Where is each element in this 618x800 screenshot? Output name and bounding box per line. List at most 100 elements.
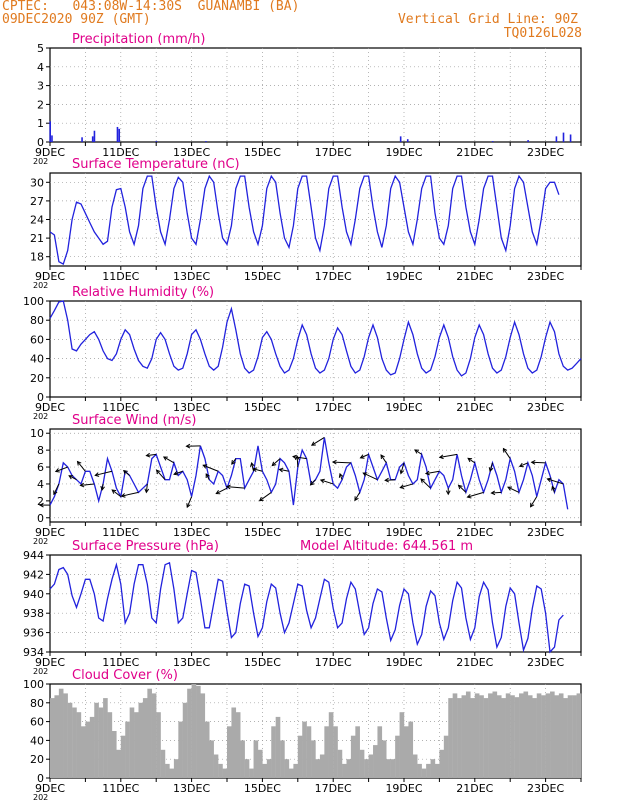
x-year-stub: 202 [33, 667, 48, 676]
cloud-bar [337, 749, 343, 778]
wind-arrow-head [94, 472, 100, 477]
wind-arrow-head [466, 493, 472, 499]
panel-title-rh: Relative Humidity (%) [72, 285, 214, 300]
wind-arrow-head [380, 454, 385, 460]
x-tick-label: 13DEC [173, 401, 210, 414]
cloud-bar [536, 693, 542, 778]
y-tick-label: 4 [37, 478, 44, 491]
x-tick-label: 13DEC [173, 782, 210, 795]
wind-arrow-head [292, 454, 297, 460]
cloud-bar [319, 754, 325, 778]
x-tick-label: 21DEC [456, 526, 493, 539]
cloud-bar [443, 735, 449, 778]
wind-arrow-head [414, 449, 420, 454]
series-line-rh [49, 300, 582, 377]
y-tick-label: 934 [23, 646, 44, 659]
model-label: TQ0126L028 [503, 26, 582, 41]
cloud-bar [85, 721, 91, 778]
x-tick-label: 19DEC [385, 401, 422, 414]
cloud-bar [191, 684, 197, 778]
y-tick-label: 100 [23, 295, 44, 308]
cloud-bar [151, 693, 157, 778]
wind-arrow-head [457, 484, 463, 490]
cloud-bar [235, 712, 241, 778]
wind-arrow-head [231, 460, 236, 465]
x-tick-label: 17DEC [315, 270, 352, 283]
wind-arrow-head [144, 488, 150, 494]
cloud-bar [563, 698, 568, 778]
y-tick-label: 5 [37, 42, 44, 55]
y-tick-label: 8 [37, 444, 44, 457]
y-tick-label: 3 [37, 80, 44, 93]
y-tick-label: 942 [23, 568, 44, 581]
x-tick-label: 17DEC [315, 146, 352, 159]
panel-frame-precip [49, 47, 582, 143]
cloud-bar [541, 695, 546, 778]
cloud-bar [200, 693, 206, 778]
cloud-bar [390, 759, 396, 778]
wind-arrow-shaft [231, 458, 237, 465]
x-tick-label: 19DEC [385, 526, 422, 539]
precip-bar [91, 136, 94, 142]
wind-arrow-head [445, 490, 451, 496]
x-tick-label: 19DEC [385, 146, 422, 159]
panel-title-temp: Surface Temperature (nC) [72, 157, 240, 172]
cloud-bar [350, 735, 356, 778]
y-tick-label: 27 [30, 195, 44, 208]
wind-arrow-shaft [420, 478, 431, 489]
wind-arrow-head [546, 477, 552, 483]
x-tick-label: 15DEC [244, 401, 281, 414]
y-tick-label: 0 [37, 391, 44, 404]
x-tick-label: 23DEC [527, 146, 564, 159]
y-tick-label: 936 [23, 627, 44, 640]
cloud-bar [231, 707, 237, 778]
cloud-bar [523, 691, 529, 778]
wind-arrow-shaft [253, 468, 263, 472]
x-tick-label: 9DEC [35, 656, 65, 669]
cloud-bar [107, 712, 113, 778]
x-year-stub: 202 [33, 793, 48, 800]
cloud-bar [302, 721, 307, 778]
cloud-bar [567, 695, 573, 778]
station-line: CPTEC: 043:08W-14:30S GUANAMBI (BA) [2, 0, 300, 14]
x-tick-label: 15DEC [244, 656, 281, 669]
wind-arrow-shaft [53, 483, 60, 495]
cloud-bar [196, 685, 201, 778]
wind-arrow-head [111, 489, 117, 494]
series-line-pres [49, 561, 564, 654]
cloud-bar [510, 695, 515, 778]
cloud-bar [421, 768, 427, 778]
chart-header: CPTEC: 043:08W-14:30S GUANAMBI (BA) 09DE… [0, 0, 618, 48]
wind-arrow-head [399, 469, 405, 475]
cloud-bar [244, 759, 250, 778]
y-tick-label: 2 [37, 495, 44, 508]
wind-arrow-head [225, 484, 231, 490]
cloud-bar [399, 712, 405, 778]
wind-arrow-shaft [123, 470, 130, 476]
cloud-bar [408, 721, 414, 778]
wind-arrow-shaft [439, 453, 458, 458]
wind-arrow-head [490, 490, 496, 496]
y-tick-label: 938 [23, 607, 44, 620]
wind-arrow-shaft [425, 470, 440, 475]
cloud-bar [381, 740, 387, 778]
wind-arrow-shaft [271, 458, 281, 466]
wind-arrow-head [271, 461, 277, 467]
cloud-bar [103, 698, 108, 778]
precip-bar [205, 141, 207, 142]
wind-arrow-head [424, 470, 430, 476]
x-tick-label: 13DEC [173, 270, 210, 283]
wind-arrow-head [518, 462, 524, 468]
cloud-bar [324, 726, 329, 778]
cloud-bar [359, 749, 365, 778]
wind-arrow-head [488, 467, 494, 473]
cloud-bar [465, 691, 471, 778]
wind-arrow-head [338, 472, 344, 478]
y-tick-label: 0 [37, 136, 44, 149]
x-tick-label: 11DEC [102, 146, 139, 159]
cloud-bar [249, 768, 254, 778]
panel-title-wind: Surface Wind (m/s) [72, 413, 196, 428]
wind-arrow-head [155, 469, 161, 475]
cloud-bar [457, 698, 462, 778]
wind-arrow-shaft [80, 483, 95, 486]
